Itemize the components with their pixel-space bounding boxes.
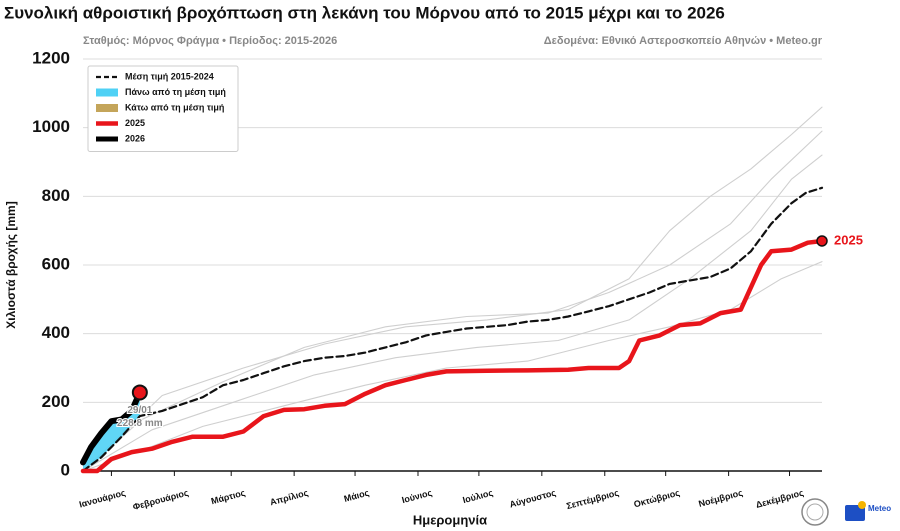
y-tick-label: 200 — [42, 392, 70, 411]
meteo-logo-text: Meteo — [868, 504, 891, 513]
x-tick-label: Μάιος — [343, 487, 371, 503]
end-label: 2025 — [834, 232, 863, 247]
meteo-logo — [845, 505, 865, 521]
x-tick-label: Απρίλιος — [269, 487, 310, 507]
series-line — [80, 238, 825, 474]
legend-label: 2025 — [125, 118, 145, 128]
y-tick-label: 800 — [42, 186, 70, 205]
x-tick-label: Ιούνιος — [401, 487, 434, 505]
year-line — [82, 154, 823, 472]
annotation-text: 228.8 mm — [117, 418, 163, 429]
legend-label: 2026 — [125, 133, 145, 143]
x-tick-label: Σεπτέμβριος — [565, 487, 620, 511]
chart-source: Δεδομένα: Εθνικό Αστεροσκοπείο Αθηνών • … — [544, 35, 823, 47]
x-tick-label: Ιανουάριος — [78, 487, 127, 509]
y-axis-label: Χιλιοστά βροχής [mm] — [4, 201, 18, 328]
chart-subtitle: Σταθμός: Μόρνος Φράγμα • Περίοδος: 2015-… — [83, 35, 337, 47]
year-line — [82, 261, 823, 472]
legend: Μέση τιμή 2015-2024 Πάνω από τη μέση τιμή… — [87, 65, 239, 152]
y-tick-label: 1200 — [32, 48, 70, 67]
meteo-logo-sun — [858, 501, 866, 509]
legend-label: Πάνω από τη μέση τιμή — [125, 87, 226, 97]
above-mean-area — [83, 392, 140, 471]
series-line — [80, 389, 143, 466]
observatory-logo — [801, 498, 829, 526]
logos: Meteo — [801, 498, 891, 526]
legend-box — [87, 65, 239, 152]
chart-title: Συνολική αθροιστική βροχόπτωση στη λεκάν… — [4, 3, 725, 22]
legend-swatch — [96, 88, 118, 97]
end-marker — [816, 235, 828, 247]
annotation-text: 29/01 — [127, 405, 152, 416]
x-tick-label: Δεκέμβριος — [755, 487, 805, 509]
y-tick-label: 1000 — [32, 117, 70, 136]
x-tick-label: Φεβρουάριος — [132, 487, 190, 512]
legend-swatch — [96, 104, 118, 112]
x-tick-label: Ιούλιος — [462, 487, 495, 505]
legend-label: Κάτω από τη μέση τιμή — [125, 102, 224, 112]
y-tick-label: 600 — [42, 254, 70, 273]
x-tick-label: Αύγουστος — [508, 487, 557, 509]
annotation-marker — [131, 384, 148, 401]
legend-label: Μέση τιμή 2015-2024 — [125, 71, 214, 81]
x-tick-label: Μάρτιος — [210, 487, 247, 506]
y-tick-label: 400 — [42, 323, 70, 342]
series-line — [81, 186, 824, 473]
x-axis-label: Ημερομηνία — [413, 512, 487, 527]
y-tick-label: 0 — [61, 460, 70, 479]
year-line — [82, 130, 823, 472]
x-tick-label: Νοέμβριος — [697, 487, 744, 508]
x-tick-label: Οκτώβριος — [633, 487, 681, 509]
observatory-logo-inner — [806, 503, 824, 521]
year-line — [82, 106, 823, 472]
